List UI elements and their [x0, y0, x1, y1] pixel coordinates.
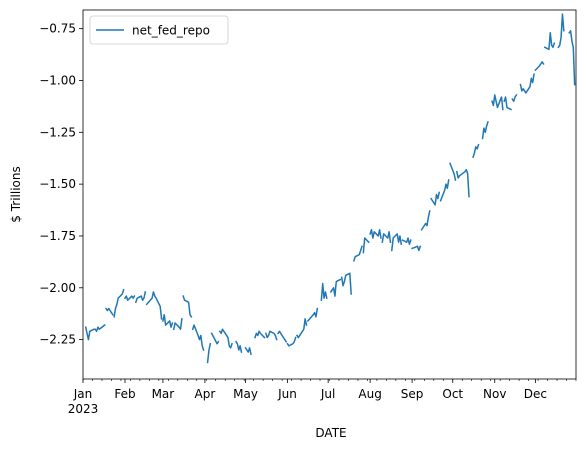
series-line-segment: [401, 237, 412, 245]
series-net-fed-repo: [84, 13, 576, 364]
series-line-segment: [104, 307, 114, 316]
series-line-segment: [235, 340, 243, 353]
series-line-segment: [472, 143, 480, 159]
series-line-segment: [94, 324, 106, 333]
series-line-segment: [276, 330, 288, 343]
series-line-segment: [519, 73, 535, 94]
x-tick-label: Oct: [442, 387, 463, 401]
y-tick-label: −1.00: [39, 73, 76, 87]
series-line-segment: [286, 336, 297, 347]
series-line-segment: [206, 342, 212, 364]
series-line-segment: [369, 228, 382, 239]
axes-frame: [82, 9, 577, 380]
legend-label: net_fed_repo: [132, 24, 210, 38]
plot-area: [84, 13, 576, 364]
y-tick-label: −1.75: [39, 229, 76, 243]
series-line-segment: [534, 61, 545, 72]
x-tick-label: May: [233, 387, 258, 401]
legend: net_fed_repo: [89, 15, 229, 45]
series-line-segment: [511, 93, 518, 102]
y-axis: −2.25 −2.00 −1.75 −1.50 −1.25 −1.00 −0.75: [39, 22, 83, 347]
series-line-segment: [182, 295, 193, 318]
series-line-segment: [340, 272, 352, 295]
series-line-segment: [352, 245, 363, 262]
series-line-segment: [218, 328, 233, 349]
x-tick-year-label: 2023: [68, 402, 99, 416]
series-line-segment: [123, 295, 136, 301]
x-tick-label: Dec: [524, 387, 547, 401]
series-line-segment: [557, 13, 565, 49]
series-line-segment: [254, 330, 266, 339]
series-line-segment: [568, 29, 576, 86]
series-line-segment: [381, 231, 392, 244]
x-tick-label: Apr: [195, 387, 216, 401]
series-line-segment: [295, 318, 308, 339]
series-line-segment: [390, 233, 403, 252]
series-line-segment: [191, 324, 205, 351]
y-axis-label: $ Trillions: [9, 166, 23, 222]
x-tick-label: Mar: [152, 387, 175, 401]
series-line-segment: [329, 278, 342, 297]
series-line-segment: [411, 245, 422, 252]
x-tick-label: Aug: [358, 387, 381, 401]
y-tick-label: −2.00: [39, 281, 76, 295]
series-line-segment: [162, 313, 174, 328]
series-line-segment: [306, 307, 319, 323]
series-line-segment: [430, 191, 441, 206]
x-tick-label: Jan: [73, 387, 93, 401]
y-tick-label: −0.75: [39, 22, 76, 36]
x-tick-label: Nov: [483, 387, 506, 401]
series-line-segment: [439, 179, 450, 202]
series-line-segment: [481, 120, 489, 140]
series-line-segment: [455, 168, 470, 198]
series-line-segment: [543, 32, 556, 51]
x-axis-label: DATE: [315, 426, 346, 440]
series-line-segment: [244, 346, 252, 356]
series-line-segment: [84, 326, 95, 341]
series-line-segment: [210, 332, 220, 345]
y-tick-label: −1.25: [39, 125, 76, 139]
x-tick-label: Feb: [114, 387, 135, 401]
legend-box: [89, 15, 229, 45]
series-line-segment: [320, 282, 328, 302]
series-line-segment: [264, 330, 278, 341]
series-line-segment: [145, 291, 163, 320]
series-line-segment: [449, 162, 457, 181]
x-tick-label: Jul: [320, 387, 335, 401]
series-line-segment: [113, 288, 125, 318]
series-line-segment: [134, 291, 147, 304]
series-line-segment: [420, 210, 431, 231]
series-line-segment: [172, 318, 183, 331]
series-line-segment: [491, 94, 504, 111]
y-tick-label: −2.25: [39, 333, 76, 347]
y-tick-label: −1.50: [39, 177, 76, 191]
x-tick-label: Jun: [277, 387, 297, 401]
series-line-segment: [503, 96, 512, 111]
x-tick-label: Sep: [401, 387, 424, 401]
series-line-segment: [362, 237, 370, 254]
